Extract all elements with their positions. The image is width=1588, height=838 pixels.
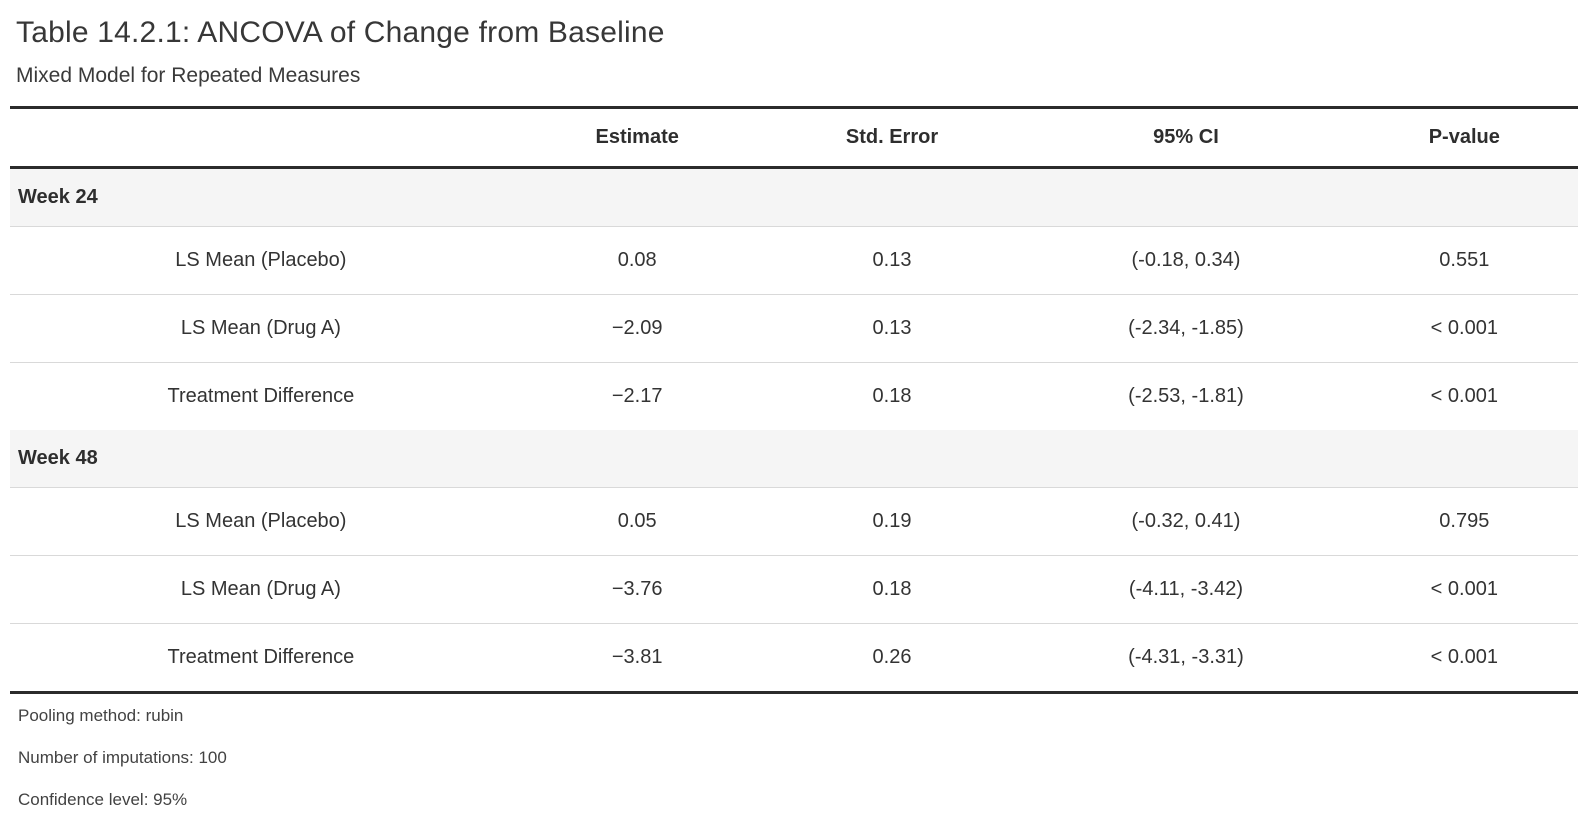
table-row: Treatment Difference −3.81 0.26 (-4.31, … [10,623,1578,693]
cell-std-error: 0.13 [762,294,1022,363]
footnotes: Pooling method: rubin Number of imputati… [10,704,1578,812]
cell-std-error: 0.26 [762,623,1022,693]
group-label: Week 24 [10,167,1578,227]
column-header-95-ci: 95% CI [1021,107,1351,169]
footnote-pooling-method: Pooling method: rubin [18,706,184,725]
row-label: Treatment Difference [10,362,512,430]
row-label: LS Mean (Drug A) [10,294,512,363]
cell-p-value: < 0.001 [1350,555,1578,624]
cell-p-value: < 0.001 [1350,362,1578,430]
table-row: LS Mean (Drug A) −2.09 0.13 (-2.34, -1.8… [10,294,1578,363]
cell-estimate: 0.08 [511,226,763,295]
ancova-results-table: Estimate Std. Error 95% CI P-value Week … [10,106,1578,694]
footnote-imputations: Number of imputations: 100 [18,748,227,767]
cell-95-ci: (-4.11, -3.42) [1021,555,1351,624]
cell-estimate: −2.09 [511,294,763,363]
row-label: LS Mean (Placebo) [10,487,512,556]
cell-estimate: 0.05 [511,487,763,556]
cell-95-ci: (-4.31, -3.31) [1021,623,1351,693]
table-row: LS Mean (Placebo) 0.05 0.19 (-0.32, 0.41… [10,487,1578,556]
column-header-std-error: Std. Error [762,107,1022,169]
table-row: LS Mean (Placebo) 0.08 0.13 (-0.18, 0.34… [10,226,1578,295]
row-label: LS Mean (Drug A) [10,555,512,624]
column-header-stub [10,107,512,169]
group-header-week-48: Week 48 [10,430,1578,488]
cell-p-value: 0.551 [1350,226,1578,295]
cell-p-value: 0.795 [1350,487,1578,556]
table-row: LS Mean (Drug A) −3.76 0.18 (-4.11, -3.4… [10,555,1578,624]
cell-estimate: −2.17 [511,362,763,430]
group-label: Week 48 [10,430,1578,488]
column-header-row: Estimate Std. Error 95% CI P-value [10,107,1578,169]
cell-estimate: −3.81 [511,623,763,693]
cell-std-error: 0.18 [762,362,1022,430]
cell-95-ci: (-0.32, 0.41) [1021,487,1351,556]
column-header-estimate: Estimate [511,107,763,169]
table-row: Treatment Difference −2.17 0.18 (-2.53, … [10,362,1578,430]
cell-std-error: 0.13 [762,226,1022,295]
cell-std-error: 0.18 [762,555,1022,624]
row-label: LS Mean (Placebo) [10,226,512,295]
cell-95-ci: (-2.53, -1.81) [1021,362,1351,430]
cell-estimate: −3.76 [511,555,763,624]
cell-p-value: < 0.001 [1350,623,1578,693]
group-header-week-24: Week 24 [10,167,1578,227]
cell-95-ci: (-2.34, -1.85) [1021,294,1351,363]
cell-95-ci: (-0.18, 0.34) [1021,226,1351,295]
footnote-confidence-level: Confidence level: 95% [18,790,188,809]
row-label: Treatment Difference [10,623,512,693]
table-title: Table 14.2.1: ANCOVA of Change from Base… [16,16,665,49]
page: Table 14.2.1: ANCOVA of Change from Base… [10,16,1578,812]
cell-p-value: < 0.001 [1350,294,1578,363]
table-subtitle: Mixed Model for Repeated Measures [16,64,361,87]
cell-std-error: 0.19 [762,487,1022,556]
column-header-p-value: P-value [1350,107,1578,169]
